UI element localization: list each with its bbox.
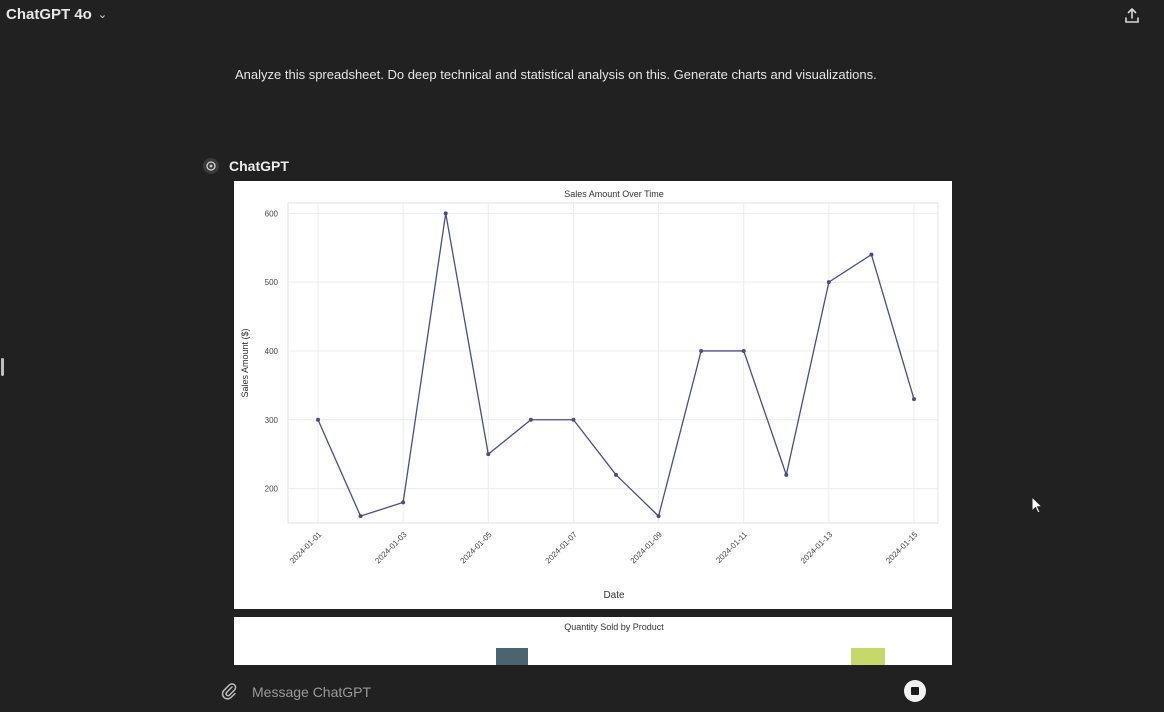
x-tick-label: 2024-01-15 bbox=[884, 530, 920, 566]
y-tick-label: 200 bbox=[265, 485, 279, 494]
x-tick-label: 2024-01-05 bbox=[458, 530, 494, 566]
line-chart-svg: Sales Amount Over Time Sales Amount ($) … bbox=[240, 189, 939, 601]
mouse-cursor-icon bbox=[1031, 496, 1044, 514]
stop-generating-button[interactable] bbox=[904, 680, 926, 702]
y-tick-label: 600 bbox=[265, 209, 279, 218]
bar bbox=[851, 648, 885, 665]
data-point bbox=[443, 211, 448, 216]
stop-icon bbox=[911, 687, 919, 695]
y-tick-label: 500 bbox=[265, 278, 279, 287]
data-point bbox=[869, 252, 874, 257]
data-point bbox=[614, 472, 618, 477]
sidebar-toggle-handle[interactable] bbox=[1, 358, 4, 376]
x-tick-label: 2024-01-07 bbox=[544, 530, 580, 566]
y-tick-label: 400 bbox=[265, 347, 279, 356]
data-point bbox=[656, 514, 661, 519]
data-point bbox=[528, 417, 533, 422]
user-message: Analyze this spreadsheet. Do deep techni… bbox=[235, 67, 877, 82]
data-point bbox=[358, 514, 363, 519]
data-point bbox=[741, 348, 746, 353]
data-point bbox=[912, 397, 916, 402]
assistant-name: ChatGPT bbox=[229, 158, 289, 174]
model-label: ChatGPT 4o bbox=[6, 6, 92, 23]
data-point bbox=[699, 348, 704, 353]
data-point bbox=[401, 500, 406, 505]
assistant-header: ChatGPT bbox=[203, 158, 289, 174]
chevron-down-icon: ⌄ bbox=[97, 9, 108, 21]
share-icon[interactable] bbox=[1122, 6, 1142, 26]
message-input[interactable] bbox=[250, 678, 854, 706]
top-bar: ChatGPT 4o ⌄ bbox=[0, 0, 1164, 34]
x-axis-label: Date bbox=[603, 590, 625, 601]
y-axis-label: Sales Amount ($) bbox=[240, 328, 250, 397]
data-point bbox=[571, 417, 576, 422]
data-point bbox=[784, 472, 789, 477]
x-tick-label: 2024-01-13 bbox=[799, 530, 835, 566]
openai-logo-icon bbox=[203, 158, 219, 174]
data-point bbox=[316, 417, 320, 422]
plot-area bbox=[287, 202, 939, 524]
x-tick-label: 2024-01-09 bbox=[629, 530, 665, 566]
bar-chart-title: Quantity Sold by Product bbox=[564, 622, 664, 632]
bar bbox=[496, 648, 528, 665]
x-tick-label: 2024-01-11 bbox=[714, 530, 749, 565]
data-point bbox=[486, 452, 491, 457]
chart-title: Sales Amount Over Time bbox=[564, 189, 664, 199]
message-composer bbox=[214, 672, 944, 710]
x-tick-label: 2024-01-01 bbox=[288, 530, 324, 566]
paperclip-icon[interactable] bbox=[220, 681, 238, 701]
model-selector-button[interactable]: ChatGPT 4o ⌄ bbox=[6, 6, 107, 23]
x-tick-label: 2024-01-03 bbox=[373, 530, 409, 566]
y-tick-label: 300 bbox=[265, 416, 279, 425]
bar-chart-svg: Quantity Sold by Product bbox=[496, 622, 885, 665]
data-point bbox=[826, 280, 831, 285]
quantity-bar-chart: Quantity Sold by Product bbox=[234, 617, 952, 665]
sales-line-chart: Sales Amount Over Time Sales Amount ($) … bbox=[234, 181, 952, 609]
